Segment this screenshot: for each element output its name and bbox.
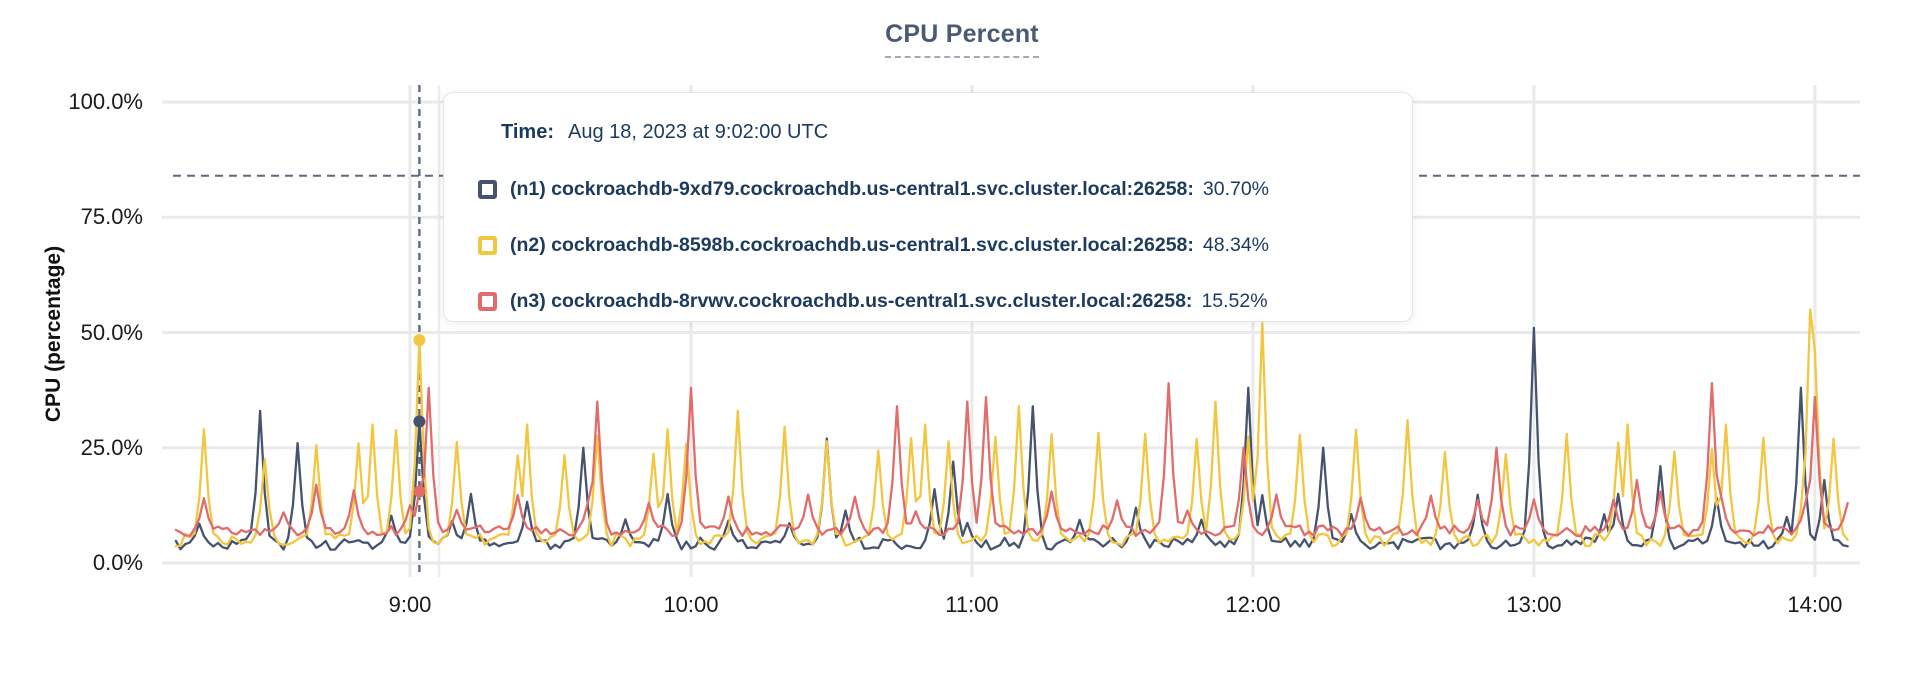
tooltip-time-key: Time: bbox=[501, 120, 554, 143]
y-tick-label: 100.0% bbox=[68, 89, 143, 114]
chart-header: CPU Percent bbox=[0, 20, 1924, 58]
x-tick-label: 12:00 bbox=[1225, 592, 1281, 617]
y-tick-label: 50.0% bbox=[80, 319, 143, 345]
series-label: (n1) cockroachdb-9xd79.cockroachdb.us-ce… bbox=[510, 177, 1194, 200]
y-tick-label: 0.0% bbox=[92, 550, 143, 575]
tooltip-series-row: (n2) cockroachdb-8598b.cockroachdb.us-ce… bbox=[478, 231, 1382, 259]
series-value: 15.52% bbox=[1201, 289, 1268, 312]
tooltip-series-list: (n1) cockroachdb-9xd79.cockroachdb.us-ce… bbox=[478, 175, 1382, 315]
series-color-swatch-icon bbox=[478, 235, 497, 255]
series-line-n1 bbox=[174, 326, 1849, 551]
chart-title[interactable]: CPU Percent bbox=[885, 20, 1039, 58]
x-tick-label: 10:00 bbox=[663, 592, 719, 617]
series-label: (n2) cockroachdb-8598b.cockroachdb.us-ce… bbox=[510, 233, 1194, 256]
x-tick-label: 9:00 bbox=[388, 592, 432, 617]
hover-point-n2 bbox=[413, 334, 426, 347]
hover-point-n1 bbox=[413, 415, 426, 428]
x-tick-label: 13:00 bbox=[1506, 592, 1562, 617]
hover-point-n3 bbox=[413, 485, 426, 498]
series-color-swatch-icon bbox=[478, 179, 497, 199]
y-tick-label: 25.0% bbox=[80, 434, 143, 460]
y-tick-label: 75.0% bbox=[80, 204, 143, 230]
series-value: 30.70% bbox=[1202, 177, 1270, 200]
series-line-n2 bbox=[174, 308, 1849, 548]
series-line-n3 bbox=[174, 382, 1849, 538]
series-color-swatch-icon bbox=[478, 291, 497, 311]
tooltip-time-value: Aug 18, 2023 at 9:02:00 UTC bbox=[567, 120, 829, 143]
x-tick-label: 11:00 bbox=[945, 592, 999, 617]
x-tick-label: 14:00 bbox=[1787, 592, 1843, 617]
tooltip-time-row: Time: Aug 18, 2023 at 9:02:00 UTC bbox=[501, 119, 1382, 145]
series-label: (n3) cockroachdb-8rvwv.cockroachdb.us-ce… bbox=[510, 289, 1193, 312]
hover-tooltip: Time: Aug 18, 2023 at 9:02:00 UTC (n1) c… bbox=[443, 92, 1413, 322]
series-value: 48.34% bbox=[1202, 233, 1270, 256]
tooltip-series-row: (n3) cockroachdb-8rvwv.cockroachdb.us-ce… bbox=[478, 287, 1382, 315]
tooltip-series-row: (n1) cockroachdb-9xd79.cockroachdb.us-ce… bbox=[478, 175, 1382, 203]
